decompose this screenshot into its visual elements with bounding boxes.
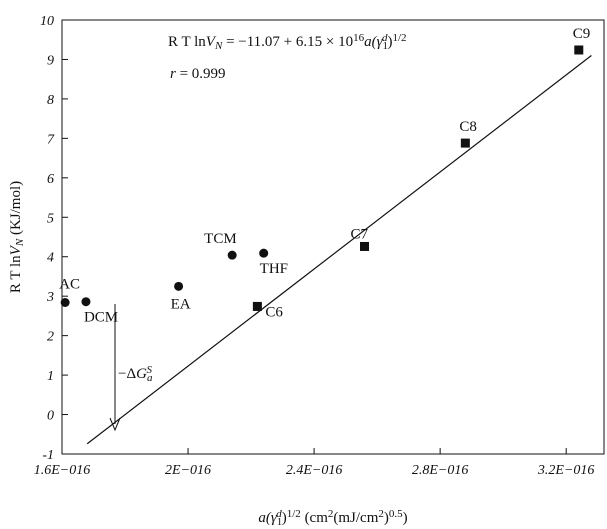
y-axis-label-part: N (14, 238, 26, 247)
delta-g-label-part: S (146, 364, 152, 376)
y-tick-label: 10 (40, 14, 54, 29)
x-axis-label-part: 0.5 (389, 508, 403, 520)
x-tick-label: 2E−016 (165, 463, 211, 478)
point-label: C7 (351, 226, 369, 242)
x-tick-label: 1.6E−016 (34, 463, 91, 478)
point-label: DCM (84, 310, 118, 326)
x-axis-label-part: 1/2 (287, 508, 301, 520)
fit-line (86, 55, 592, 445)
equation-part: V (206, 34, 217, 50)
point-label: EA (171, 296, 191, 312)
equation-part: N (214, 40, 223, 52)
x-axis-label-part: 2 (328, 508, 334, 520)
point-label: C8 (459, 119, 477, 135)
equation-part: d (382, 32, 388, 44)
x-tick-label: 2.8E−016 (412, 463, 469, 478)
plot-frame (61, 19, 605, 455)
point (460, 138, 470, 148)
point-label: AC (59, 276, 80, 292)
point-label: C9 (573, 26, 591, 42)
correlation-part: = 0.999 (176, 66, 226, 82)
delta-g-label-part: −Δ (118, 366, 136, 382)
point-label: TCM (204, 231, 237, 247)
x-axis-label-part: ) (282, 510, 287, 526)
point-label: THF (260, 261, 288, 277)
x-axis-label-part: 2 (378, 508, 384, 520)
point-label: C6 (265, 304, 283, 320)
y-axis-label-part: R T ln (8, 255, 24, 293)
y-axis-label: R T lnVN (KJ/mol) (8, 181, 26, 293)
x-axis-label-part: (cm (301, 510, 328, 526)
equation-part: a (364, 34, 372, 50)
x-axis-label-part: 1 (277, 516, 283, 528)
correlation-part: r (170, 66, 176, 82)
x-axis-label-part: a(γ (258, 510, 277, 526)
x-axis-label-part: (mJ/cm (333, 510, 378, 526)
point (574, 45, 584, 55)
equation-part: 1 (383, 40, 389, 52)
y-tick-label: -1 (42, 448, 54, 463)
y-tick-label: 7 (47, 132, 55, 147)
x-tick-label: 2.4E−016 (286, 463, 343, 478)
x-axis-label-part: ) (403, 510, 408, 526)
point (227, 250, 237, 260)
x-axis-label: a(γ1d)1/2 (cm2(mJ/cm2)0.5) (258, 508, 407, 528)
y-tick-label: 3 (46, 290, 54, 305)
point (81, 297, 91, 307)
equation-part: = −11.07 + 6.15 × 10 (222, 34, 353, 50)
y-axis-label-part: V (8, 244, 24, 255)
point (252, 301, 262, 311)
y-tick-label: 5 (47, 211, 54, 226)
x-axis-label-part: ) (384, 510, 389, 526)
y-tick-label: 8 (47, 93, 54, 108)
equation-part: (γ (372, 34, 384, 50)
point (360, 241, 370, 251)
equation-part: R T ln (168, 34, 206, 50)
delta-g-label-part: G (136, 366, 147, 382)
delta-g-label: −ΔGaS (118, 364, 153, 384)
y-axis-label-part: (KJ/mol) (8, 181, 24, 239)
x-axis-label-part: d (276, 508, 282, 520)
point (60, 297, 70, 307)
arrow-head (109, 417, 121, 432)
x-tick-label: 3.2E−016 (537, 463, 595, 478)
y-tick-label: 9 (47, 53, 54, 68)
equation-part: 16 (353, 32, 365, 44)
point (174, 281, 184, 291)
delta-g-label-part: a (147, 372, 153, 384)
y-tick-label: 2 (47, 330, 54, 345)
equation: R T lnVN = −11.07 + 6.15 × 1016a(γ1d)1/2 (168, 32, 407, 52)
y-tick-label: 0 (47, 409, 54, 424)
y-tick-label: 6 (47, 172, 54, 187)
y-tick-label: 4 (47, 251, 54, 266)
equation-part: ) (388, 34, 393, 50)
y-tick-label: 1 (47, 369, 54, 384)
point (259, 248, 269, 258)
correlation: r = 0.999 (170, 66, 226, 82)
equation-part: 1/2 (393, 32, 407, 44)
